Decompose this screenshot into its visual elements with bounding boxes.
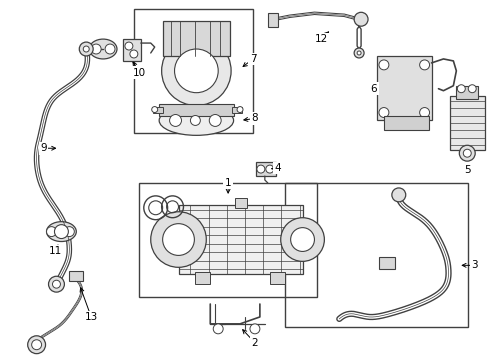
Text: 13: 13 <box>84 312 98 322</box>
Bar <box>378 257 394 269</box>
Circle shape <box>64 227 74 237</box>
Bar <box>122 39 141 61</box>
Bar <box>134 9 252 133</box>
Bar <box>139 183 317 297</box>
Circle shape <box>48 276 64 292</box>
Circle shape <box>105 44 115 54</box>
Circle shape <box>54 225 68 239</box>
Circle shape <box>28 336 45 354</box>
Bar <box>158 104 234 116</box>
Circle shape <box>52 280 61 288</box>
Circle shape <box>32 340 41 350</box>
Circle shape <box>213 324 223 334</box>
Circle shape <box>468 85 475 93</box>
Bar <box>69 271 83 281</box>
Circle shape <box>419 60 428 70</box>
Bar <box>163 21 230 56</box>
Circle shape <box>378 108 388 117</box>
Circle shape <box>163 224 194 255</box>
Bar <box>449 96 484 150</box>
Circle shape <box>79 42 93 56</box>
Text: 5: 5 <box>463 165 469 175</box>
Text: 2: 2 <box>251 338 258 348</box>
Text: 8: 8 <box>251 113 258 123</box>
Bar <box>178 205 302 274</box>
Circle shape <box>46 227 56 237</box>
Circle shape <box>209 114 221 126</box>
Circle shape <box>91 44 101 54</box>
Circle shape <box>353 48 364 58</box>
Circle shape <box>162 36 231 105</box>
Circle shape <box>124 42 133 50</box>
Circle shape <box>256 165 264 173</box>
Circle shape <box>458 145 474 161</box>
Circle shape <box>391 188 405 202</box>
Text: 3: 3 <box>470 260 477 270</box>
Circle shape <box>462 149 470 157</box>
Text: 10: 10 <box>133 68 146 78</box>
Text: 1: 1 <box>224 178 231 188</box>
Circle shape <box>290 228 314 251</box>
Bar <box>255 162 275 176</box>
Circle shape <box>151 107 157 113</box>
Circle shape <box>356 51 360 55</box>
Circle shape <box>265 165 273 173</box>
Bar <box>195 272 210 284</box>
Bar <box>376 56 431 121</box>
Ellipse shape <box>89 39 117 59</box>
Ellipse shape <box>159 105 233 135</box>
Circle shape <box>237 107 243 113</box>
Bar <box>152 107 163 113</box>
Circle shape <box>150 212 206 267</box>
Text: 11: 11 <box>49 247 62 256</box>
Circle shape <box>353 12 367 26</box>
Ellipse shape <box>46 222 76 242</box>
Text: 9: 9 <box>40 143 47 153</box>
Bar <box>269 272 284 284</box>
Text: 12: 12 <box>314 34 327 44</box>
Bar <box>235 198 246 208</box>
Bar <box>455 86 477 99</box>
Circle shape <box>83 46 89 52</box>
Circle shape <box>249 324 259 334</box>
Circle shape <box>456 85 464 93</box>
Circle shape <box>169 114 181 126</box>
Circle shape <box>130 50 138 58</box>
Circle shape <box>419 108 428 117</box>
Circle shape <box>174 49 218 93</box>
Circle shape <box>190 116 200 125</box>
Bar <box>232 107 242 113</box>
Text: 6: 6 <box>370 84 377 94</box>
Text: 4: 4 <box>274 163 281 173</box>
Bar <box>267 13 277 27</box>
Bar <box>284 183 468 327</box>
Circle shape <box>378 60 388 70</box>
Text: 7: 7 <box>249 54 256 64</box>
Bar <box>383 116 427 130</box>
Circle shape <box>280 218 324 261</box>
